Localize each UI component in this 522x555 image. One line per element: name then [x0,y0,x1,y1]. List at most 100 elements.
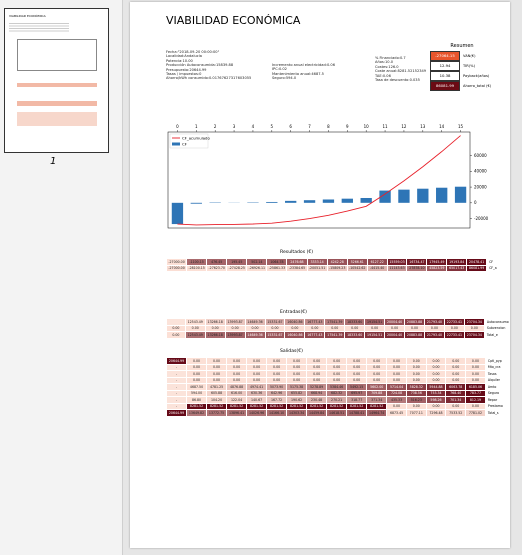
table-cell: 18333.60 [344,331,366,339]
info-line: Tasa de descuento:0.035 [375,78,420,83]
table-cell: 7077.11 [405,409,427,417]
table-title: Resultados (€) [280,250,314,255]
table-cell: -27428.25 [226,264,248,272]
table-cell: 17541.39 [324,331,346,339]
table-cell: 7781.02 [465,409,486,417]
x-tick-label: 14 [439,124,445,129]
info-line: IPC:0.02 [272,67,287,72]
table-cell: 19154.51 [364,331,386,339]
legend-label: CF [182,141,187,146]
line [177,135,461,226]
table-cell: 21793.40 [424,331,445,339]
plot-frame [167,131,471,229]
sidebar: VIABILIDAD ECONÓMICA 1 [0,0,123,555]
table-cell: 86081.99 [466,264,488,272]
resumen-label: Payback(años) [463,74,490,78]
info-line: Seguro:594.0 [272,76,297,81]
y-tick-label: 0 [474,200,477,205]
bar [171,202,184,225]
table-cell: -15809.23 [326,264,348,272]
table-cell: 20004.40 [384,331,406,339]
table-cell: 20644.99 [165,409,188,417]
resumen-value: 12.94 [430,61,460,71]
table-row: -27000.00 -28100.15 -27623.70 -27428.25 -269… [165,264,510,272]
x-tick-label: 7 [308,124,311,129]
table-cell: 13266.18 [204,331,226,339]
bar [285,200,297,203]
table-row: 20644.99 0.00 0.00 0.00 0.00 0.00 0.00 0.00 0.00… [165,357,511,365]
resumen-title: Resumen [450,43,474,49]
bar [322,199,335,203]
table-row: 12543.49 13266.18 13993.87 14649.36 15331.67… [166,318,511,326]
bar [454,186,467,203]
bar [341,198,353,203]
bar [379,190,391,203]
table-cell: 13772.75 [206,409,228,417]
table-cell: -23384.65 [286,264,308,272]
page-thumbnail[interactable]: VIABILIDAD ECONÓMICA [4,8,109,153]
page: VIABILIDAD ECONÓMICA Fecha:"2018-09-20 0… [130,2,511,548]
table-cell: 14459.84 [306,409,328,417]
resumen-label: VAN(€) [463,54,476,58]
table-cell: 7296.48 [425,409,447,417]
x-tick-label: 12 [401,124,407,129]
x-tick-label: 8 [327,124,330,129]
x-tick-label: 1 [195,124,198,129]
info-line: Costes:126.0 [375,64,399,69]
bar [303,200,316,203]
table-cell: 14618.51 [326,409,348,417]
info-line: TAE:0.06 [375,73,391,78]
info-line: Incremento anual electricidad:0.06 [272,63,335,67]
info-line: Fecha:"2018-09-20 00:00:00" [166,50,220,54]
table-cell: -10542.62 [346,264,368,272]
table-cell: 11143.63 [386,264,408,272]
table-cell: 20883.88 [404,331,425,339]
table-title: Entradas(€) [280,310,307,315]
table-cell: 14166.10 [266,409,288,417]
table-cell: 13896.41 [226,409,248,417]
x-tick-label: 0 [176,124,179,129]
table-cell: 27878.10 [406,264,428,272]
table-cell: 22733.41 [443,331,465,339]
bar [436,187,448,203]
legend-label: CF_acumulado [182,135,210,140]
doc-title: VIABILIDAD ECONÓMICA [166,14,301,27]
data-table: 12543.49 13266.18 13993.87 14649.36 15331.67… [166,318,511,339]
table-row: -8281.52 8281.52 8281.52 8281.52 8281.52 8281… [165,402,511,410]
x-tick-label: 13 [420,124,426,129]
thumb-title: VIABILIDAD ECONÓMICA [9,14,46,18]
bar [266,201,278,203]
info-line: Presupuesto:20644.99 [166,67,207,72]
x-tick-label: 3 [233,124,236,129]
table-row: -594.00 605.88 616.00 630.36 642.96 655.82 668… [165,389,511,397]
resumen-value: 86081.99 [430,81,460,91]
resumen-value: -27064.15 [430,51,460,61]
table-row: -4687.50 4781.25 4876.88 4974.41 5073.90 5175… [165,383,511,391]
thumb-lines [9,23,69,33]
table-cell: 0.00 [166,331,186,339]
table-cell: 13649.82 [186,409,208,417]
info-line: Producción Autoconsumida:15839.88 [166,63,234,68]
thumb-chart [17,39,97,71]
table-cell: 14964.74 [366,409,388,417]
resumen-row: 86081.99 Ahorro_total (€) [430,81,500,91]
table-cell: -20051.51 [306,264,328,272]
bar [398,189,410,203]
row-label: Total_s [484,409,511,417]
legend-swatch [172,142,180,146]
table-cell: 14649.36 [244,331,266,339]
x-tick-label: 5 [271,124,274,129]
table-cell: -4415.40 [366,264,388,272]
table-cell: 14788.41 [346,409,368,417]
x-tick-label: 11 [383,124,389,129]
table-cell: -27623.70 [206,264,228,272]
table-row: 20644.99 13649.82 13772.75 13896.41 14026.96… [165,409,511,417]
table-cell: -26926.11 [246,264,268,272]
table-row: 0.00 12543.49 13266.18 13993.87 14649.36 1533… [166,331,511,339]
thumb-table [17,101,97,106]
resumen-row: 10.38 Payback(años) [430,71,500,81]
resumen-label: Ahorro_total (€) [463,84,492,88]
bar [360,197,372,203]
thumb-table [17,112,97,126]
x-tick-label: 4 [252,124,255,129]
